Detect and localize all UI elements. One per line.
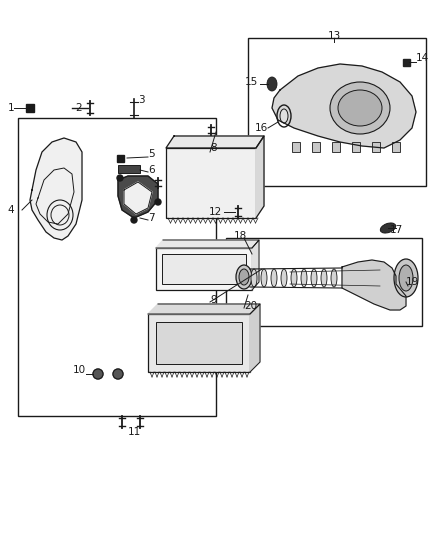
Polygon shape (166, 136, 264, 148)
Ellipse shape (311, 269, 317, 287)
Bar (118, 165, 140, 173)
Text: 9: 9 (210, 295, 217, 305)
Ellipse shape (236, 265, 252, 289)
Ellipse shape (331, 269, 337, 287)
Polygon shape (30, 138, 82, 240)
Text: 7: 7 (148, 213, 155, 223)
Polygon shape (148, 304, 260, 314)
Text: 13: 13 (327, 31, 341, 41)
Text: 16: 16 (255, 123, 268, 133)
Circle shape (117, 175, 123, 181)
Bar (292, 142, 300, 152)
Ellipse shape (338, 90, 382, 126)
Text: 6: 6 (148, 165, 155, 175)
Bar (392, 142, 400, 152)
Bar (148, 314, 250, 372)
Text: 20: 20 (244, 301, 257, 311)
Bar (248, 38, 426, 186)
Bar (162, 254, 246, 284)
Bar (332, 142, 340, 152)
Bar (372, 142, 380, 152)
Ellipse shape (251, 269, 257, 287)
Bar (403, 59, 410, 66)
Text: 3: 3 (138, 95, 145, 105)
Text: 14: 14 (416, 53, 429, 63)
Bar (166, 148, 256, 218)
Text: 8: 8 (210, 143, 217, 153)
Polygon shape (124, 182, 152, 214)
Bar (312, 142, 320, 152)
Polygon shape (156, 240, 259, 248)
Circle shape (155, 199, 161, 205)
Ellipse shape (280, 109, 288, 123)
Ellipse shape (267, 77, 277, 91)
Bar (226, 238, 422, 326)
Bar (156, 322, 242, 364)
Polygon shape (342, 260, 406, 310)
Text: 19: 19 (406, 277, 419, 287)
Bar (26, 104, 34, 112)
Bar (352, 142, 360, 152)
Text: 5: 5 (148, 149, 155, 159)
Text: 4: 4 (7, 205, 14, 215)
Text: 17: 17 (390, 225, 403, 235)
Text: 2: 2 (75, 103, 82, 113)
Polygon shape (118, 176, 158, 218)
Text: 1: 1 (7, 103, 14, 113)
Polygon shape (272, 64, 416, 148)
Ellipse shape (394, 259, 418, 297)
Ellipse shape (301, 269, 307, 287)
Text: 18: 18 (234, 231, 247, 241)
Polygon shape (256, 136, 264, 218)
Bar (117, 155, 124, 161)
Circle shape (93, 369, 103, 379)
Ellipse shape (291, 269, 297, 287)
Text: 15: 15 (245, 77, 258, 87)
Text: 11: 11 (127, 427, 141, 437)
Polygon shape (250, 304, 260, 372)
Circle shape (131, 217, 137, 223)
Polygon shape (252, 240, 259, 290)
Ellipse shape (271, 269, 277, 287)
Ellipse shape (330, 82, 390, 134)
Ellipse shape (399, 265, 413, 291)
Ellipse shape (321, 269, 327, 287)
Text: 10: 10 (73, 365, 86, 375)
Ellipse shape (261, 269, 267, 287)
Ellipse shape (380, 223, 396, 233)
Ellipse shape (281, 269, 287, 287)
Bar (18, 118, 216, 416)
Text: 12: 12 (209, 207, 222, 217)
Bar (156, 248, 252, 290)
Circle shape (113, 369, 123, 379)
Ellipse shape (239, 269, 249, 285)
